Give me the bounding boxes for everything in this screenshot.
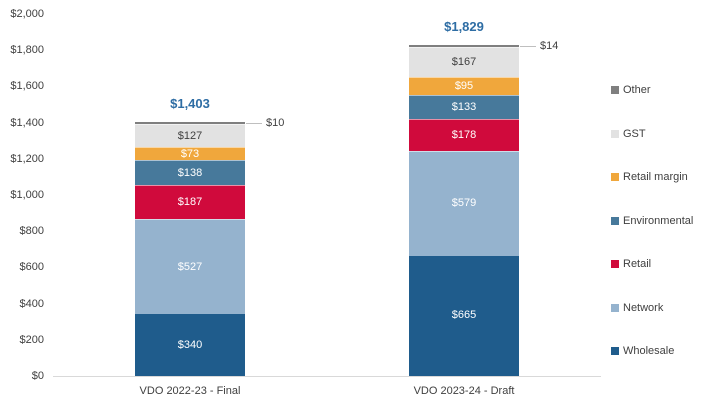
y-tick-label: $800 bbox=[19, 225, 44, 238]
bar-segment-other bbox=[135, 122, 245, 125]
y-tick-label: $1,800 bbox=[10, 44, 44, 57]
y-tick-label: $1,000 bbox=[10, 189, 44, 201]
legend-label-network: Network bbox=[623, 301, 664, 314]
legend-swatch-environmental bbox=[611, 216, 619, 225]
bar-segment-network: $527 bbox=[135, 219, 245, 315]
bar-segment-gst: $127 bbox=[135, 124, 245, 148]
legend-swatch-other bbox=[611, 86, 619, 94]
segment-value-label: $133 bbox=[451, 100, 477, 113]
y-tick-label: $1,400 bbox=[10, 116, 44, 129]
legend-label-environmental: Environmental bbox=[623, 214, 694, 227]
segment-value-label: $138 bbox=[177, 166, 203, 179]
legend-label-wholesale: Wholesale bbox=[623, 345, 675, 357]
legend-label-retail-margin: Retail margin bbox=[623, 171, 688, 183]
segment-value-label: $187 bbox=[177, 196, 203, 209]
y-tick-label: $0 bbox=[31, 370, 44, 382]
segment-value-label: $178 bbox=[451, 128, 477, 141]
other-callout-label: $14 bbox=[540, 40, 559, 53]
segment-value-label: $167 bbox=[451, 56, 477, 69]
category-label: VDO 2023-24 - Draft bbox=[413, 385, 515, 397]
legend-swatch-retail-margin bbox=[611, 173, 619, 181]
y-tick-label: $200 bbox=[19, 333, 44, 346]
segment-value-label: $665 bbox=[451, 309, 477, 322]
other-callout-line bbox=[520, 46, 536, 48]
y-tick-label: $1,200 bbox=[10, 152, 44, 165]
legend-swatch-wholesale bbox=[611, 347, 619, 355]
legend-label-gst: GST bbox=[623, 127, 646, 140]
y-tick-label: $2,000 bbox=[10, 8, 44, 20]
segment-value-label: $527 bbox=[177, 260, 203, 273]
bar-segment-environmental: $133 bbox=[409, 94, 519, 119]
bar-segment-retail-margin: $95 bbox=[409, 77, 519, 95]
total-value-label: $1,829 bbox=[444, 18, 484, 34]
bar-segment-network: $579 bbox=[409, 150, 519, 256]
bar-segment-retail: $178 bbox=[409, 118, 519, 151]
bar-segment-retail: $187 bbox=[135, 185, 245, 220]
bar-segment-wholesale: $665 bbox=[409, 255, 519, 376]
bar-segment-wholesale: $340 bbox=[135, 314, 245, 376]
y-tick-label: $600 bbox=[19, 261, 44, 274]
legend-swatch-network bbox=[611, 303, 619, 312]
bar-segment-environmental: $138 bbox=[135, 160, 245, 186]
segment-value-label: $127 bbox=[177, 129, 203, 142]
total-value-label: $1,403 bbox=[170, 96, 210, 112]
legend-swatch-retail bbox=[611, 260, 619, 268]
segment-value-label: $579 bbox=[451, 197, 477, 210]
bar-segment-retail-margin: $73 bbox=[135, 147, 245, 161]
y-tick-label: $400 bbox=[19, 297, 44, 310]
segment-value-label: $340 bbox=[177, 338, 203, 351]
segment-value-label: $73 bbox=[180, 147, 200, 160]
bar-segment-other bbox=[409, 44, 519, 48]
bar-segment-gst: $167 bbox=[409, 47, 519, 78]
legend-label-retail: Retail bbox=[623, 258, 652, 270]
legend-swatch-gst bbox=[611, 129, 619, 138]
x-axis-line bbox=[53, 376, 601, 377]
category-label: VDO 2022-23 - Final bbox=[139, 385, 241, 397]
other-callout-label: $10 bbox=[266, 116, 285, 129]
y-tick-label: $1,600 bbox=[10, 80, 44, 93]
other-callout-line bbox=[246, 122, 262, 124]
segment-value-label: $95 bbox=[454, 79, 474, 92]
legend-label-other: Other bbox=[623, 84, 651, 96]
